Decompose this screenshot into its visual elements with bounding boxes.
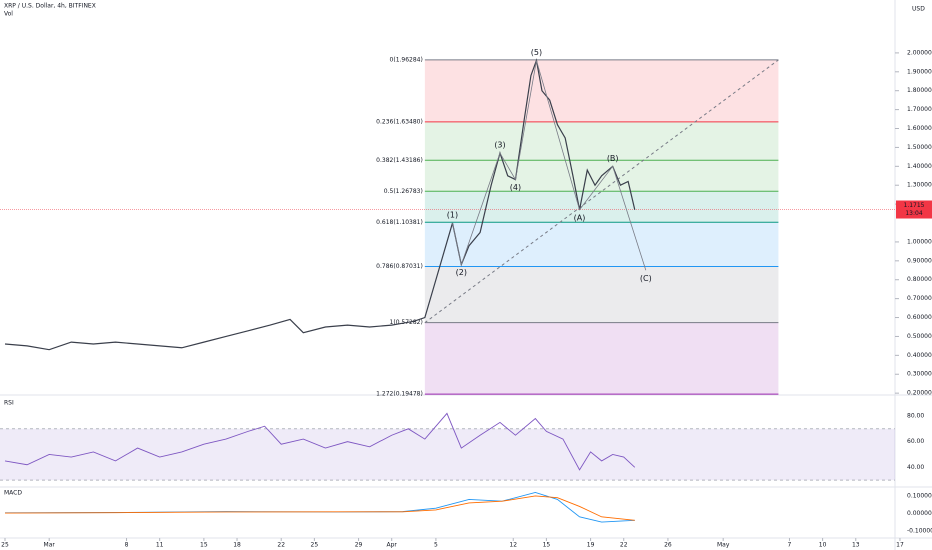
rsi-band (0, 428, 895, 481)
x-tick-label: 7 (788, 542, 792, 549)
fib-trend (424, 59, 779, 324)
fib-label: 1.272(0.19478) (376, 391, 423, 398)
x-tick-label: 12 (509, 542, 517, 549)
y-tick-label: 0.70000 (907, 295, 932, 302)
y-tick-label: 1.80000 (907, 87, 932, 94)
fib-label: 0.5(1.26783) (384, 188, 423, 195)
fib-label: 0.236(1.63480) (376, 118, 423, 125)
last-price-label: 1.1715 (904, 202, 925, 209)
y-tick-label: 1.50000 (907, 144, 932, 151)
x-tick-label: 18 (233, 542, 241, 549)
wave-label: (B) (607, 154, 619, 163)
volume-label: Vol (4, 11, 13, 18)
fib-label: 0.618(1.10381) (376, 219, 423, 226)
x-tick-label: 25 (1, 542, 9, 549)
macd-tick-label: 0.00000 (907, 510, 932, 517)
y-tick-label: 0.50000 (907, 333, 932, 340)
wave-label: (A) (574, 213, 586, 222)
wave-label: (C) (640, 274, 652, 283)
rsi-tick-label: 40.00 (907, 464, 924, 471)
y-tick-label: 0.60000 (907, 314, 932, 321)
series-line (4, 58, 636, 351)
x-tick-label: 8 (125, 542, 129, 549)
rsi-tick-label: 80.00 (907, 412, 924, 419)
y-tick-label: 1.60000 (907, 125, 932, 132)
series-line (4, 495, 635, 521)
chart-title: XRP / U.S. Dollar, 4h, BITFINEX (4, 3, 96, 10)
macd-tick-label: 0.10000 (907, 492, 932, 499)
y-tick-label: 0.30000 (907, 371, 932, 378)
fib-label: 0.786(0.87031) (376, 263, 423, 270)
x-tick-label: 11 (156, 542, 164, 549)
x-tick-label: 5 (434, 542, 438, 549)
y-tick-label: 0.90000 (907, 257, 932, 264)
x-tick-label: 17 (896, 542, 904, 549)
countdown: 13:04 (905, 210, 922, 217)
fib-label: 0.382(1.43186) (376, 157, 423, 164)
y-tick-label: 1.30000 (907, 182, 932, 189)
x-tick-label: 13 (852, 542, 860, 549)
x-tick-label: 26 (664, 542, 672, 549)
macd-tick-label: -0.10000 (907, 527, 932, 534)
x-tick-label: 15 (543, 542, 551, 549)
x-tick-label: 15 (200, 542, 208, 549)
y-tick-label: 0.80000 (907, 276, 932, 283)
last-price-box (896, 200, 932, 219)
wave-label: (2) (456, 268, 467, 277)
y-tick-label: 1.40000 (907, 163, 932, 170)
fib-label: 0(1.96284) (390, 56, 423, 63)
x-tick-label: 25 (311, 542, 319, 549)
x-tick-label: May (717, 542, 730, 549)
fib-band (424, 322, 779, 395)
rsi-tick-label: 60.00 (907, 438, 924, 445)
macd-title: MACD (4, 490, 22, 497)
currency: USD (912, 6, 925, 13)
x-tick-label: 22 (277, 542, 285, 549)
x-tick-label: Mar (44, 542, 56, 549)
wave-label: (5) (531, 48, 542, 57)
fib-band (424, 121, 779, 161)
fib-band (424, 59, 779, 122)
wave-label: (4) (510, 183, 521, 192)
x-tick-label: 19 (587, 542, 595, 549)
fib-band (424, 222, 779, 267)
y-tick-label: 0.40000 (907, 352, 932, 359)
correction-path (536, 60, 647, 271)
x-tick-label: 10 (819, 542, 827, 549)
wave-label: (1) (447, 211, 458, 220)
y-tick-label: 0.20000 (907, 390, 932, 397)
x-tick-label: 22 (620, 542, 628, 549)
wave-path (452, 60, 537, 267)
x-tick-label: Apr (387, 542, 398, 549)
wave-label: (3) (494, 141, 505, 150)
y-tick-label: 1.70000 (907, 106, 932, 113)
y-tick-label: 1.90000 (907, 68, 932, 75)
y-tick-label: 1.00000 (907, 238, 932, 245)
x-tick-label: 29 (355, 542, 363, 549)
y-tick-label: 2.00000 (907, 49, 932, 56)
series-line (4, 412, 636, 471)
rsi-title: RSI (4, 400, 14, 407)
fib-band (424, 266, 779, 323)
